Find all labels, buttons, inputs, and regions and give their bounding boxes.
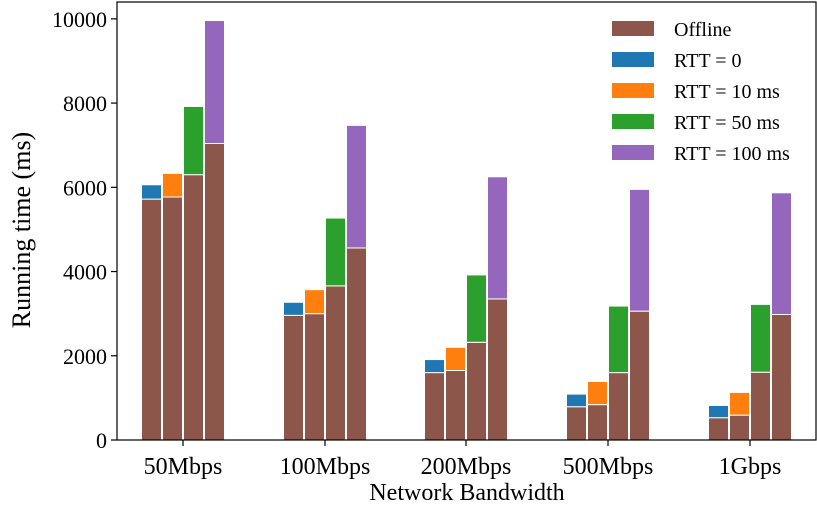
bar-rtt-100mbps-1 — [283, 301, 304, 316]
bar-offline-50mbps-2 — [162, 196, 183, 441]
y-tick-label: 2000 — [63, 344, 107, 369]
y-tick-label: 6000 — [63, 175, 107, 200]
legend-label: RTT = 0 — [674, 50, 742, 72]
bar-offline-1gbps-3 — [750, 371, 771, 441]
bar-offline-100mbps-4 — [346, 247, 367, 441]
bar-rtt-1gbps-1 — [708, 404, 729, 419]
bar-offline-100mbps-2 — [304, 313, 325, 441]
bar-rtt-500mbps-1 — [566, 393, 587, 408]
bar-offline-100mbps-3 — [325, 285, 346, 441]
y-tick-label: 10000 — [52, 7, 107, 32]
x-tick-label: 500Mbps — [563, 454, 654, 480]
bar-offline-50mbps-1 — [141, 198, 162, 441]
bar-rtt-200mbps-4 — [487, 176, 508, 300]
bar-offline-100mbps-1 — [283, 314, 304, 441]
bar-offline-500mbps-3 — [608, 372, 629, 441]
legend-swatch — [612, 52, 654, 67]
legend: Offline RTT = 0 RTT = 10 ms RTT = 50 ms RTT … — [612, 19, 790, 165]
bar-offline-1gbps-1 — [708, 417, 729, 441]
x-tick-label: 50Mbps — [144, 454, 223, 480]
legend-label: Offline — [674, 19, 732, 41]
legend-swatch — [612, 83, 654, 98]
y-axis-label: Running time (ms) — [7, 132, 36, 328]
bar-rtt-500mbps-2 — [587, 380, 608, 406]
bar-rtt-100mbps-3 — [325, 217, 346, 287]
x-tick-label: 200Mbps — [421, 454, 512, 480]
legend-swatch — [612, 145, 654, 160]
bar-rtt-200mbps-2 — [445, 346, 466, 372]
bar-offline-200mbps-1 — [424, 372, 445, 441]
legend-label: RTT = 50 ms — [674, 112, 780, 134]
bars-group — [141, 20, 792, 441]
bar-offline-1gbps-4 — [771, 313, 792, 441]
bar-offline-200mbps-2 — [445, 370, 466, 441]
legend-label: RTT = 100 ms — [674, 143, 790, 165]
bar-offline-200mbps-3 — [466, 341, 487, 441]
legend-label: RTT = 10 ms — [674, 81, 780, 103]
legend-swatch — [612, 114, 654, 129]
y-ticks-group: 0 2000 4000 6000 8000 10000 — [52, 7, 117, 453]
bar-offline-500mbps-1 — [566, 406, 587, 441]
bar-rtt-100mbps-2 — [304, 289, 325, 315]
bar-rtt-50mbps-1 — [141, 184, 162, 200]
bar-rtt-50mbps-4 — [204, 20, 225, 145]
y-tick-label: 8000 — [63, 91, 107, 116]
bar-offline-50mbps-4 — [204, 143, 225, 441]
bar-rtt-500mbps-4 — [629, 188, 650, 312]
bar-rtt-500mbps-3 — [608, 305, 629, 374]
x-tick-label: 100Mbps — [280, 454, 371, 480]
x-tick-label: 1Gbps — [719, 454, 782, 480]
bar-rtt-100mbps-4 — [346, 124, 367, 249]
bar-offline-500mbps-4 — [629, 310, 650, 441]
x-ticks-group: 50Mbps 100Mbps 200Mbps 500Mbps 1Gbps — [144, 440, 782, 480]
bar-rtt-50mbps-2 — [162, 172, 183, 198]
bar-offline-500mbps-2 — [587, 404, 608, 441]
bar-rtt-1gbps-2 — [729, 391, 750, 416]
legend-swatch — [612, 21, 654, 36]
bar-offline-50mbps-3 — [183, 174, 204, 441]
bar-rtt-200mbps-3 — [466, 274, 487, 343]
y-tick-label: 0 — [96, 428, 107, 453]
bar-rtt-1gbps-3 — [750, 303, 771, 373]
bar-rtt-200mbps-1 — [424, 359, 445, 374]
bar-offline-1gbps-2 — [729, 414, 750, 441]
x-axis-label: Network Bandwidth — [369, 480, 564, 506]
bar-offline-200mbps-4 — [487, 298, 508, 441]
y-tick-label: 4000 — [63, 260, 107, 285]
bar-rtt-1gbps-4 — [771, 192, 792, 315]
bar-rtt-50mbps-3 — [183, 105, 204, 176]
